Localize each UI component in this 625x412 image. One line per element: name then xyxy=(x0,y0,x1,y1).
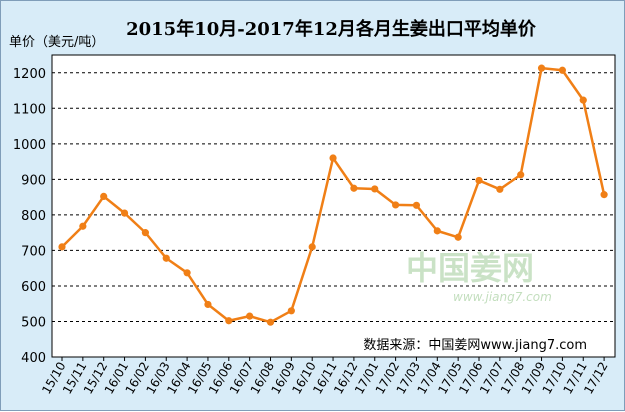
y-tick-label: 500 xyxy=(21,315,46,330)
data-point xyxy=(454,233,462,241)
y-tick-label: 900 xyxy=(21,173,46,188)
y-tick-label: 400 xyxy=(21,351,46,366)
y-tick-label: 600 xyxy=(21,280,46,295)
y-tick-label: 1200 xyxy=(13,67,46,82)
watermark-url: www.jiang7.com xyxy=(453,290,552,304)
data-point xyxy=(496,185,504,193)
data-point xyxy=(120,209,129,217)
data-point xyxy=(162,254,170,262)
x-tick-labels: 15/1015/1115/1216/0116/0216/0316/0416/05… xyxy=(39,357,611,396)
y-tick-label: 1100 xyxy=(13,102,46,117)
data-point xyxy=(350,184,358,192)
data-point xyxy=(100,192,108,201)
chart-title: 2015年10月-2017年12月各月生姜出口平均单价 xyxy=(126,18,537,40)
y-tick-label: 1000 xyxy=(13,138,46,153)
y-tick-label: 800 xyxy=(21,209,46,224)
data-point xyxy=(475,176,483,185)
data-point xyxy=(308,243,316,251)
y-axis-label: 单价（美元/吨） xyxy=(9,35,104,50)
watermark: 中国姜网 www.jiang7.com xyxy=(406,249,552,304)
data-point xyxy=(371,185,379,193)
data-point xyxy=(79,222,87,230)
data-point xyxy=(392,201,400,209)
plot-area xyxy=(51,54,616,358)
y-tick-label: 700 xyxy=(21,244,46,259)
data-point xyxy=(183,269,191,277)
data-point xyxy=(266,318,275,326)
data-point xyxy=(579,96,587,104)
data-point xyxy=(433,227,441,235)
data-point xyxy=(558,66,567,74)
data-point xyxy=(141,229,149,237)
watermark-name: 中国姜网 xyxy=(406,249,534,287)
data-point xyxy=(225,317,233,325)
source-note: 数据来源：中国姜网www.jiang7.com xyxy=(363,338,587,353)
series-group xyxy=(58,64,608,326)
data-point xyxy=(204,300,212,309)
grid-lines xyxy=(52,72,615,322)
data-point xyxy=(287,307,295,315)
data-point xyxy=(600,191,608,199)
data-point xyxy=(517,171,525,179)
data-point xyxy=(58,243,66,251)
data-point xyxy=(412,201,421,209)
data-point xyxy=(329,154,337,162)
y-tick-labels: 400 500 600 700 800 900 1000 1100 1200 xyxy=(13,67,46,366)
data-point xyxy=(246,312,254,320)
data-point xyxy=(537,64,546,72)
